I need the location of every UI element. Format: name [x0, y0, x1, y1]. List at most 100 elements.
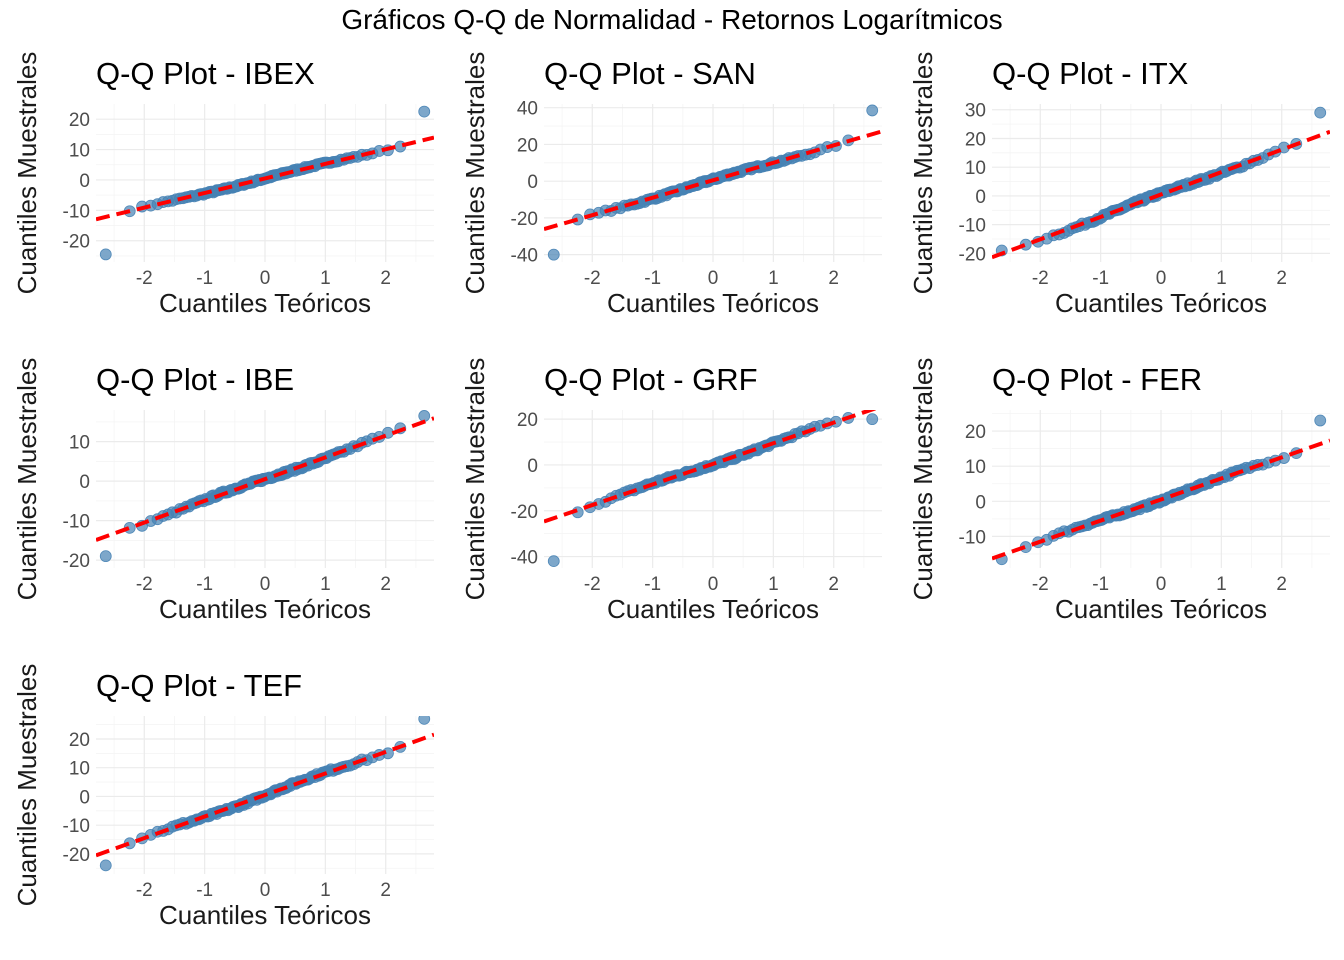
- x-axis-label: Cuantiles Teóricos: [607, 594, 819, 624]
- y-tick-label: -10: [959, 527, 986, 548]
- qq-reference-line: [96, 416, 434, 542]
- x-tick-label: -2: [584, 268, 601, 289]
- sample-point: [99, 859, 112, 872]
- x-tick-label: 1: [320, 574, 331, 595]
- y-tick-label: 0: [79, 472, 90, 493]
- y-axis-label: Cuantiles Muestrales: [12, 52, 42, 295]
- y-axis-label: Cuantiles Muestrales: [460, 358, 490, 601]
- y-tick-label: 20: [965, 422, 986, 443]
- y-axis-label: Cuantiles Muestrales: [460, 52, 490, 295]
- x-axis-label: Cuantiles Teóricos: [159, 594, 371, 624]
- x-tick-label: 0: [260, 574, 271, 595]
- x-tick-label: 0: [1156, 268, 1167, 289]
- x-axis-label: Cuantiles Teóricos: [1055, 594, 1267, 624]
- y-tick-label: -20: [959, 244, 986, 265]
- y-tick-label: 20: [69, 730, 90, 751]
- x-tick-label: 0: [708, 574, 719, 595]
- y-axis-label: Cuantiles Muestrales: [12, 358, 42, 601]
- x-tick-label: 2: [380, 574, 391, 595]
- panel-title: Q-Q Plot - GRF: [544, 362, 758, 397]
- x-tick-label: -1: [644, 574, 661, 595]
- x-tick-label: 1: [320, 880, 331, 901]
- y-tick-label: -20: [511, 502, 538, 523]
- x-tick-label: 1: [768, 574, 779, 595]
- x-tick-label: -2: [1032, 268, 1049, 289]
- x-tick-label: 2: [380, 268, 391, 289]
- y-tick-label: 10: [69, 759, 90, 780]
- y-axis-label: Cuantiles Muestrales: [908, 358, 938, 601]
- qq-panel: -2 -1 0 1 2 -40 -20 0 20 40 Q-Q Plot - SAN Cuantile…: [460, 52, 882, 318]
- x-tick-label: 2: [1276, 574, 1287, 595]
- x-tick-label: 0: [1156, 574, 1167, 595]
- y-tick-label: 0: [79, 171, 90, 192]
- x-tick-label: 2: [828, 574, 839, 595]
- y-tick-label: 40: [517, 99, 538, 120]
- figure-title: Gráficos Q-Q de Normalidad - Retornos Lo…: [341, 4, 1003, 35]
- y-tick-label: -20: [63, 232, 90, 253]
- x-tick-label: -2: [584, 574, 601, 595]
- panel-title: Q-Q Plot - SAN: [544, 56, 756, 91]
- y-axis-label: Cuantiles Muestrales: [12, 664, 42, 907]
- sample-point: [547, 555, 560, 568]
- y-axis-label: Cuantiles Muestrales: [908, 52, 938, 295]
- x-tick-label: -1: [196, 880, 213, 901]
- qq-panel: -2 -1 0 1 2 -40 -20 0 20 Q-Q Plot - GRF Cuantiles …: [460, 358, 882, 624]
- y-tick-label: -20: [63, 551, 90, 572]
- x-tick-label: 2: [1276, 268, 1287, 289]
- x-tick-label: 0: [708, 268, 719, 289]
- y-tick-label: 20: [517, 410, 538, 431]
- x-tick-label: -2: [136, 880, 153, 901]
- y-tick-label: 10: [69, 433, 90, 454]
- y-tick-label: -40: [511, 548, 538, 569]
- y-tick-label: 0: [975, 492, 986, 513]
- panel-title: Q-Q Plot - FER: [992, 362, 1202, 397]
- x-tick-label: -1: [1092, 268, 1109, 289]
- x-tick-label: 1: [1216, 574, 1227, 595]
- sample-point: [1314, 106, 1327, 119]
- y-tick-label: 20: [965, 129, 986, 150]
- sample-point: [99, 248, 112, 261]
- x-tick-label: 2: [828, 268, 839, 289]
- qq-reference-line: [544, 410, 877, 524]
- sample-point: [1314, 414, 1327, 427]
- x-tick-label: 1: [320, 268, 331, 289]
- sample-point: [866, 104, 879, 117]
- y-tick-label: 10: [69, 141, 90, 162]
- x-axis-label: Cuantiles Teóricos: [159, 288, 371, 318]
- y-tick-label: -20: [63, 845, 90, 866]
- y-tick-label: 0: [975, 187, 986, 208]
- qq-reference-line: [992, 129, 1330, 260]
- qq-reference-line: [96, 732, 434, 858]
- y-tick-label: 0: [527, 172, 538, 193]
- qq-reference-line: [992, 438, 1330, 561]
- panel-title: Q-Q Plot - TEF: [96, 668, 302, 703]
- x-tick-label: -1: [644, 268, 661, 289]
- y-tick-label: 30: [965, 101, 986, 122]
- y-tick-label: -10: [63, 512, 90, 533]
- x-tick-label: -2: [136, 268, 153, 289]
- y-tick-label: 10: [965, 457, 986, 478]
- x-tick-label: -1: [196, 574, 213, 595]
- y-tick-label: 0: [79, 787, 90, 808]
- y-tick-label: -40: [511, 246, 538, 267]
- x-axis-label: Cuantiles Teóricos: [607, 288, 819, 318]
- y-tick-label: 20: [517, 135, 538, 156]
- x-tick-label: -1: [1092, 574, 1109, 595]
- qq-reference-line: [96, 135, 434, 222]
- qq-reference-line: [544, 129, 882, 232]
- x-tick-label: 0: [260, 880, 271, 901]
- y-tick-label: -20: [511, 209, 538, 230]
- x-tick-label: -2: [1032, 574, 1049, 595]
- x-axis-label: Cuantiles Teóricos: [159, 900, 371, 930]
- y-tick-label: 0: [527, 456, 538, 477]
- y-tick-label: -10: [63, 201, 90, 222]
- sample-point: [418, 105, 431, 118]
- panel-title: Q-Q Plot - ITX: [992, 56, 1189, 91]
- y-tick-label: 10: [965, 158, 986, 179]
- x-tick-label: 0: [260, 268, 271, 289]
- sample-point: [866, 413, 879, 426]
